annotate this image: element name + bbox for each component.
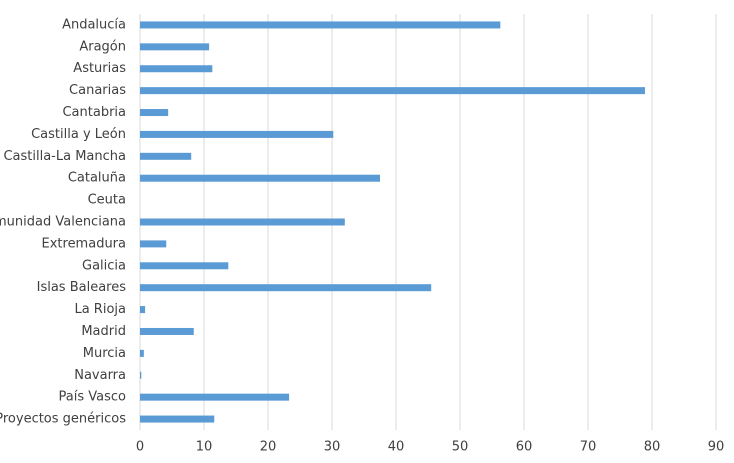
bar: [140, 262, 229, 270]
x-tick-label: 40: [388, 440, 405, 455]
bar: [140, 21, 501, 29]
x-tick-label: 0: [136, 440, 144, 455]
bar: [140, 218, 345, 226]
y-tick-label: Murcia: [83, 346, 126, 361]
y-tick-label: Madrid: [81, 324, 126, 339]
y-tick-label: Cataluña: [68, 171, 126, 186]
x-tick-label: 90: [708, 440, 725, 455]
bar: [140, 130, 334, 138]
x-tick-label: 70: [580, 440, 597, 455]
bar: [140, 327, 194, 335]
bar: [140, 240, 167, 248]
bar: [140, 371, 142, 379]
bar: [140, 284, 432, 292]
y-tick-label: Islas Baleares: [37, 280, 127, 295]
bar: [140, 393, 290, 401]
y-tick-label: Castilla y León: [31, 127, 126, 142]
y-tick-label: País Vasco: [59, 390, 127, 405]
y-tick-label: Extremadura: [42, 236, 127, 251]
x-tick-label: 20: [260, 440, 277, 455]
bar: [140, 43, 210, 51]
x-tick-label: 80: [644, 440, 661, 455]
y-tick-label: Galicia: [82, 258, 126, 273]
bar: [140, 152, 192, 160]
y-tick-label: Ceuta: [88, 193, 126, 208]
y-tick-label: Andalucía: [62, 17, 126, 32]
bar: [140, 349, 144, 357]
y-tick-label: La Rioja: [74, 302, 126, 317]
bar: [140, 415, 215, 423]
bar: [140, 65, 213, 73]
x-tick-label: 50: [452, 440, 469, 455]
bar: [140, 87, 645, 95]
y-tick-label: Comunidad Valenciana: [0, 215, 126, 230]
bar: [140, 109, 169, 117]
y-tick-label: Cantabria: [62, 105, 126, 120]
x-tick-label: 10: [196, 440, 213, 455]
y-tick-label: Aragón: [79, 39, 126, 54]
y-tick-label: Castilla-La Mancha: [3, 149, 126, 164]
x-tick-label: 30: [324, 440, 341, 455]
bar: [140, 174, 380, 182]
y-tick-label: Proyectos genéricos: [0, 412, 126, 427]
bar: [140, 306, 146, 314]
y-tick-label: Canarias: [69, 83, 126, 98]
x-tick-label: 60: [516, 440, 533, 455]
y-tick-label: Navarra: [74, 368, 126, 383]
y-tick-label: Asturias: [73, 61, 126, 76]
